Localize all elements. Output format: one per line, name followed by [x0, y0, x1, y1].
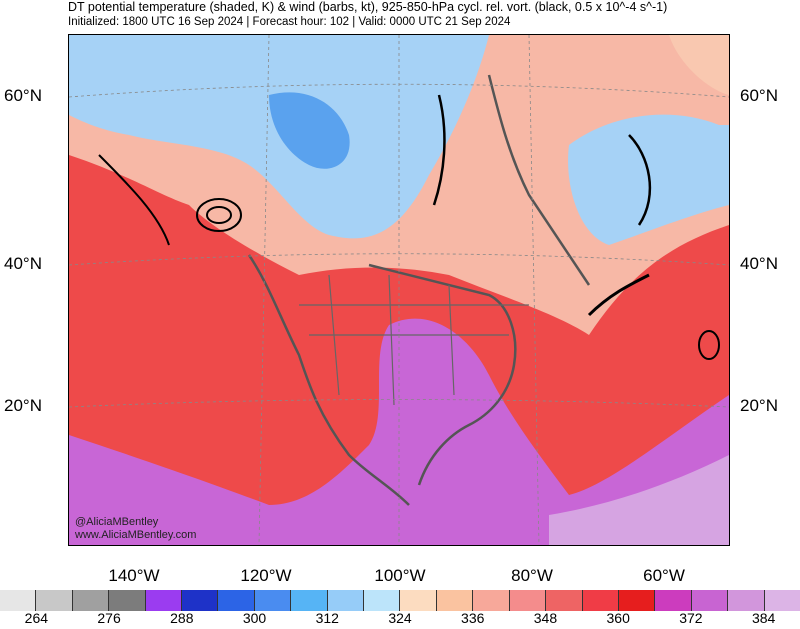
colorbar-tick-label: 288 — [170, 610, 194, 626]
colorbar-segment — [254, 590, 292, 611]
colorbar-tick-label: 372 — [679, 610, 703, 626]
graticule — [69, 35, 729, 545]
colorbar-segment — [400, 590, 437, 611]
vorticity-contour — [206, 206, 232, 224]
colorbar-tick-label: 384 — [751, 610, 776, 626]
colorbar-segment — [145, 590, 183, 611]
colorbar-tick-label: 312 — [315, 610, 339, 626]
temperature-field-cold-core — [269, 92, 350, 169]
colorbar-segment — [691, 590, 729, 611]
colorbar-segment — [473, 590, 510, 611]
colorbar-segment — [546, 590, 583, 611]
colorbar-segment — [327, 590, 365, 611]
credit-site: www.AliciaMBentley.com — [74, 529, 196, 541]
vorticity-contour — [196, 198, 242, 232]
colorbar-segment — [582, 590, 619, 611]
lat-label-20n-left: 20°N — [4, 396, 42, 415]
colorbar-segment — [291, 590, 328, 611]
colorbar-segment — [72, 590, 110, 611]
colorbar-tick-label: 264 — [24, 610, 49, 626]
colorbar-tick-label: 336 — [461, 610, 485, 626]
forecast-map: @AliciaMBentley www.AliciaMBentley.com — [68, 34, 730, 546]
colorbar-segment — [182, 590, 219, 611]
lat-label-20n-right: 20°N — [740, 396, 778, 415]
colorbar-segment — [364, 590, 401, 611]
colorbar-tick-label: 324 — [388, 610, 412, 626]
colorbar-segment — [764, 590, 800, 611]
lon-label-140w: 140°W — [108, 566, 160, 585]
colorbar-segment — [436, 590, 474, 611]
lat-label-40n-left: 40°N — [4, 254, 42, 273]
map-subtitle: Initialized: 1800 UTC 16 Sep 2024 | Fore… — [68, 16, 511, 28]
colorbar-segment — [109, 590, 146, 611]
temperature-field-lavender — [549, 455, 729, 545]
lat-label-60n-left: 60°N — [4, 86, 42, 105]
coastline-outline — [247, 74, 591, 506]
vorticity-contour — [628, 134, 652, 226]
vorticity-contour — [432, 94, 446, 206]
lat-label-60n-right: 60°N — [740, 86, 778, 105]
temperature-field-cool-gulf — [669, 35, 729, 95]
colorbar-segment — [509, 590, 547, 611]
colorbar-tick-label: 276 — [97, 610, 121, 626]
colorbar — [0, 590, 800, 611]
lon-label-80w: 80°W — [511, 566, 553, 585]
colorbar-segment — [36, 590, 73, 611]
lon-label-60w: 60°W — [643, 566, 685, 585]
temperature-field-cold-north — [69, 35, 489, 239]
colorbar-tick-label: 360 — [606, 610, 630, 626]
colorbar-segment — [0, 590, 37, 611]
map-title: DT potential temperature (shaded, K) & w… — [68, 0, 668, 14]
colorbar-segment — [218, 590, 255, 611]
state-borders — [299, 274, 529, 406]
colorbar-segment — [655, 590, 692, 611]
credit-handle: @AliciaMBentley — [75, 516, 159, 528]
colorbar-tick-label: 300 — [242, 610, 267, 626]
lon-label-100w: 100°W — [374, 566, 426, 585]
colorbar-segment — [618, 590, 656, 611]
colorbar-tick-label: 348 — [533, 610, 558, 626]
lat-label-40n-right: 40°N — [740, 254, 778, 273]
vorticity-contour — [587, 273, 650, 317]
vorticity-contour — [98, 154, 170, 246]
vorticity-contour — [698, 330, 720, 360]
colorbar-segment — [728, 590, 765, 611]
lon-label-120w: 120°W — [240, 566, 292, 585]
